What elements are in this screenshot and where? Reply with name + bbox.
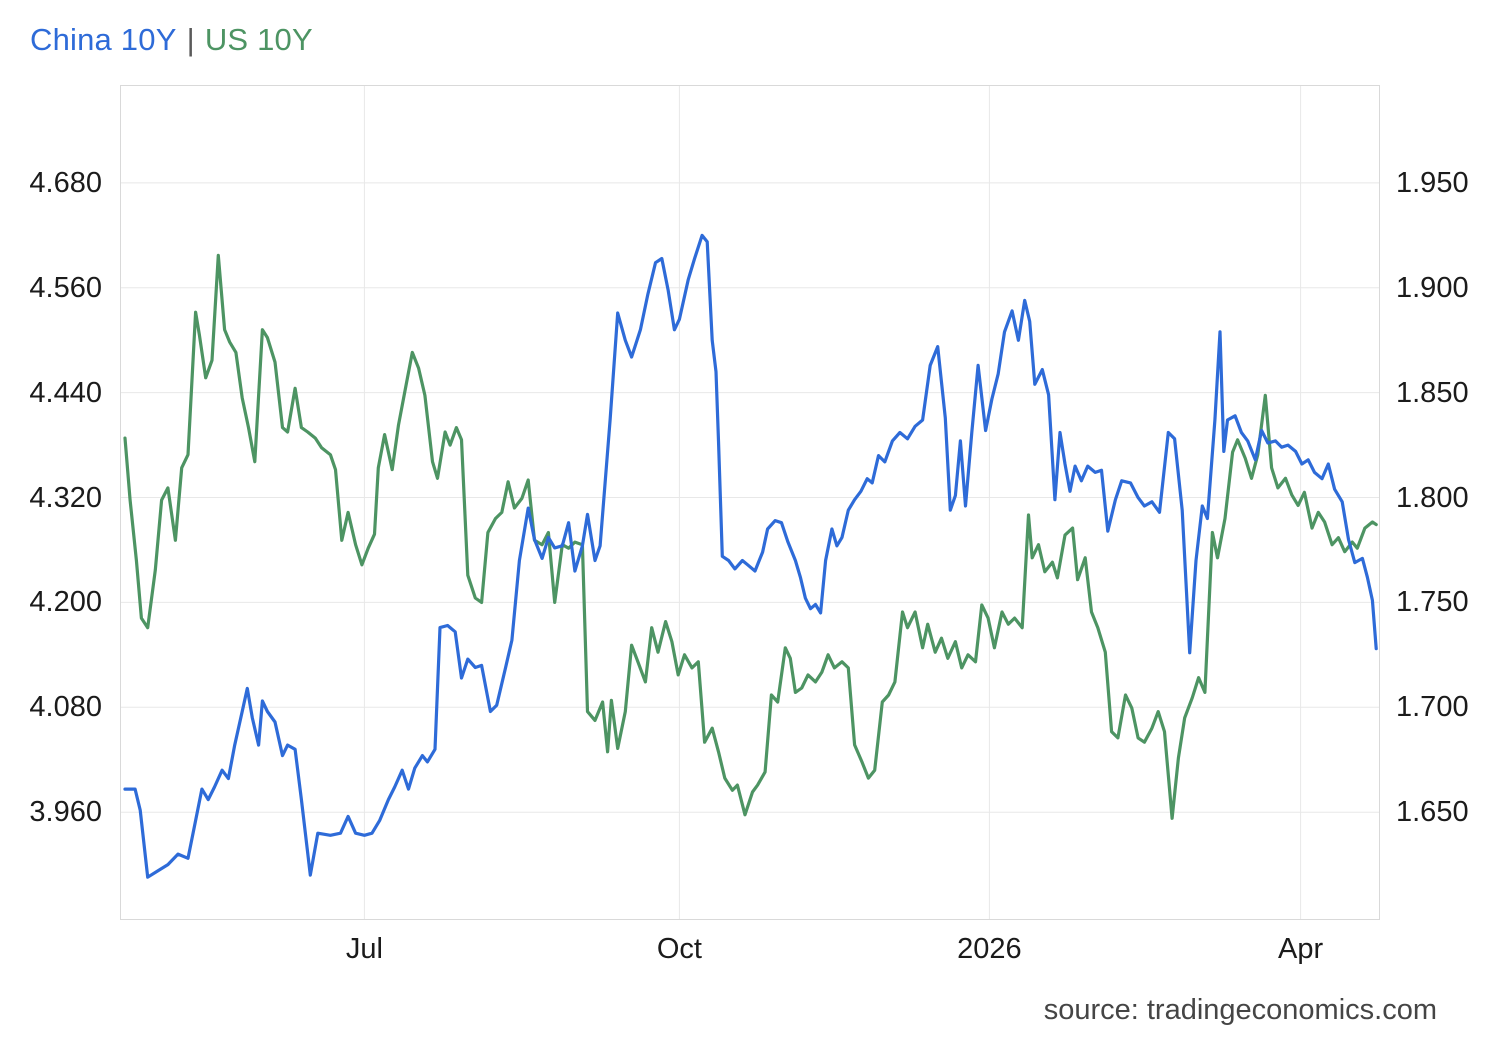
y-axis-label-left: 4.440 xyxy=(29,376,102,409)
y-axis-label-left: 4.320 xyxy=(29,481,102,514)
legend-china-10y[interactable]: China 10Y xyxy=(30,22,177,57)
source-attribution: source: tradingeconomics.com xyxy=(1043,994,1437,1026)
chart-plot-area: 4.680 4.560 4.440 4.320 4.200 4.080 3.960 1.950… xyxy=(29,85,1469,965)
y-axis-label-right: 1.850 xyxy=(1396,376,1469,409)
x-axis-label: Apr xyxy=(1278,933,1324,965)
chart-legend: China 10Y | US 10Y xyxy=(30,22,313,58)
plot-canvas xyxy=(120,85,1380,920)
series-line-china-10y xyxy=(123,233,1378,879)
y-axis-label-left: 4.200 xyxy=(29,586,102,619)
legend-us-10y[interactable]: US 10Y xyxy=(204,22,313,57)
y-axis-label-left: 4.680 xyxy=(29,166,102,199)
y-axis-label-right: 1.700 xyxy=(1396,691,1469,724)
y-axis-label-right: 1.800 xyxy=(1396,481,1469,514)
x-axis-label: 2026 xyxy=(957,933,1022,965)
legend-separator: | xyxy=(186,22,195,57)
y-axis-label-right: 1.900 xyxy=(1396,271,1469,304)
plot-frame xyxy=(120,85,1380,920)
x-axis-label: Jul xyxy=(345,933,383,965)
y-axis-label-left: 3.960 xyxy=(29,796,102,829)
x-axis-label: Oct xyxy=(656,933,702,965)
y-axis-label-right: 1.950 xyxy=(1396,166,1469,199)
y-axis-label-right: 1.750 xyxy=(1396,586,1469,619)
series-line-us-10y xyxy=(123,253,1378,820)
y-axis-label-left: 4.080 xyxy=(29,691,102,724)
y-axis-label-left: 4.560 xyxy=(29,271,102,304)
y-axis-label-right: 1.650 xyxy=(1396,796,1469,829)
